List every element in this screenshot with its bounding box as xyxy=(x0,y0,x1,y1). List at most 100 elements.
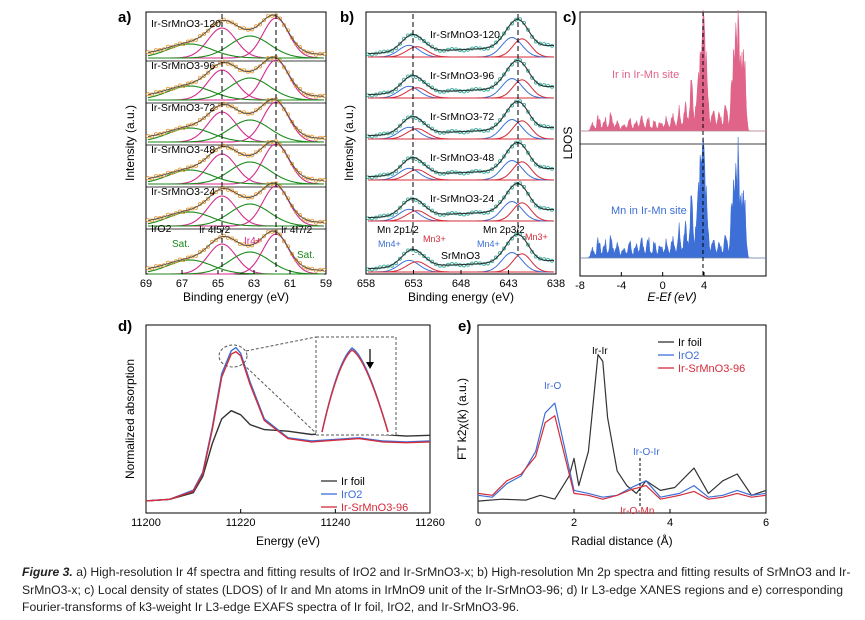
data-point xyxy=(297,212,303,218)
data-point xyxy=(277,100,283,105)
fit-component xyxy=(368,120,555,140)
panel-b-label: b) xyxy=(340,9,354,26)
data-point xyxy=(422,121,426,125)
data-point xyxy=(526,242,530,247)
fit-envelope xyxy=(147,56,324,97)
data-point xyxy=(502,154,506,159)
data-point xyxy=(261,60,267,65)
data-point xyxy=(538,82,542,87)
trace-label: Ir-SrMnO3-96 xyxy=(151,60,215,72)
data-point xyxy=(538,256,542,261)
fit-component xyxy=(368,161,555,181)
data-point xyxy=(313,178,319,183)
trace-label: Ir-SrMnO3-72 xyxy=(430,111,494,123)
tick-label: 61 xyxy=(284,278,296,290)
fit-envelope xyxy=(147,140,324,181)
fit-envelope xyxy=(147,182,324,223)
data-point xyxy=(442,130,446,135)
data-point xyxy=(526,68,530,73)
data-point xyxy=(221,59,227,64)
data-point xyxy=(442,171,446,176)
tick-label: -8 xyxy=(575,280,585,292)
data-point xyxy=(526,27,530,32)
xanes-line xyxy=(145,346,431,502)
panel-d: d) Ir foil IrO2 Ir-SrMnO3-96 11200 11220 1… xyxy=(118,318,445,548)
panel-b-mn4-a: Mn4+ xyxy=(378,239,401,249)
exafs-line xyxy=(477,354,767,502)
fit-component xyxy=(368,38,555,58)
tick-label: 6 xyxy=(763,517,769,529)
data-point xyxy=(538,164,542,169)
data-point xyxy=(213,189,219,195)
fit-envelope xyxy=(367,59,554,96)
data-point xyxy=(366,52,370,57)
caption-text: a) High-resolution Ir 4f spectra and fit… xyxy=(22,565,851,614)
panel-b-ylabel: Intensity (a.u.) xyxy=(342,105,356,181)
tick-label: 658 xyxy=(357,278,375,290)
data-point xyxy=(422,254,426,258)
panel-e-label: e) xyxy=(458,318,471,335)
panel-b-ticks: 658 653 648 643 638 xyxy=(357,270,565,290)
panel-b-traces: Ir-SrMnO3-120 Ir-SrMnO3-96 Ir-SrMnO3-72 Ir-… xyxy=(366,17,555,273)
legend-e-iro2: IrO2 xyxy=(678,350,699,362)
panel-e-iroir: Ir-O-Ir xyxy=(633,447,660,458)
tick-label: 69 xyxy=(140,278,152,290)
data-point xyxy=(233,148,239,153)
data-point xyxy=(442,212,446,217)
data-point xyxy=(546,165,550,170)
data-point xyxy=(502,31,506,36)
data-point xyxy=(422,203,426,207)
legend-iro2: IrO2 xyxy=(341,489,362,501)
fit-component xyxy=(148,35,324,59)
data-point xyxy=(221,185,227,190)
data-point xyxy=(398,205,402,210)
data-point xyxy=(366,216,370,221)
panel-e-iro: Ir-O xyxy=(544,381,561,392)
panel-e-frame xyxy=(477,324,767,514)
panel-d-xlabel: Energy (eV) xyxy=(256,534,320,548)
panel-d-frame xyxy=(145,324,431,514)
data-point xyxy=(289,35,295,40)
data-point xyxy=(201,31,207,37)
data-point xyxy=(422,80,426,84)
data-point xyxy=(205,196,211,201)
panel-a-ticks: 69 67 65 63 61 59 xyxy=(140,270,332,290)
data-point xyxy=(313,136,319,141)
fit-component xyxy=(368,79,555,99)
tick-label: 4 xyxy=(701,280,707,292)
data-point xyxy=(221,233,227,238)
panel-d-inset-lines xyxy=(321,347,389,433)
fit-envelope xyxy=(147,230,324,271)
data-point xyxy=(297,44,303,50)
panel-d-label: d) xyxy=(118,318,132,335)
data-point xyxy=(313,52,319,57)
trace-label: SrMnO3 xyxy=(441,250,480,262)
data-point xyxy=(313,220,319,225)
data-point xyxy=(502,246,506,251)
trace-label: Ir-SrMnO3-48 xyxy=(430,152,494,164)
trace-label: Ir-SrMnO3-48 xyxy=(151,144,215,156)
ldos-area xyxy=(580,136,766,259)
data-point xyxy=(221,17,227,22)
data-point xyxy=(546,124,550,129)
data-point xyxy=(442,48,446,53)
figure-caption: Figure 3. a) High-resolution Ir 4f spect… xyxy=(22,564,852,617)
data-point xyxy=(257,190,263,195)
data-point xyxy=(201,199,207,205)
tick-label: 643 xyxy=(499,278,517,290)
tick-label: 0 xyxy=(475,517,481,529)
data-point xyxy=(257,22,263,27)
trace-label: Ir-SrMnO3-72 xyxy=(151,102,215,114)
data-point xyxy=(289,77,295,82)
data-point xyxy=(201,247,207,253)
data-point xyxy=(546,42,550,47)
data-point xyxy=(217,187,223,192)
data-point xyxy=(382,49,386,54)
tick-label: 65 xyxy=(212,278,224,290)
panel-a-peak1: Ir 4f5/2 xyxy=(199,225,231,236)
data-point xyxy=(257,106,263,111)
arrow-down-icon xyxy=(366,349,374,369)
data-point xyxy=(502,113,506,118)
data-point xyxy=(277,184,283,189)
data-point xyxy=(205,244,211,249)
